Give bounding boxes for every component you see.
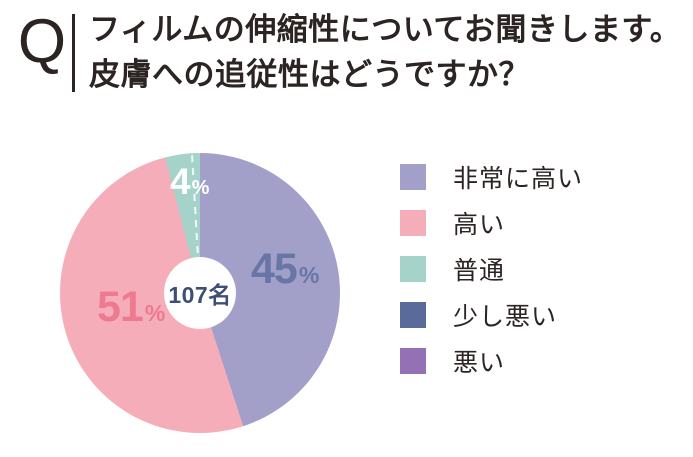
slice-value: 51 [97,283,144,331]
question-q-mark: Q [17,7,67,76]
sample-size-label: 107名 [168,282,232,308]
legend-label: 高い [453,211,506,239]
slice-unit: % [191,177,210,199]
legend-item-slightly-bad: 少し悪い [400,302,583,331]
pie-chart: 45 % 51 % 4 % 107名 [60,153,340,433]
legend-swatch [400,302,426,328]
legend-swatch [400,256,426,282]
legend-item-high: 高い [400,210,583,239]
legend-label: 悪い [453,349,506,377]
legend-swatch [400,348,426,374]
question-title-line-2: 皮膚への追従性はどうですか？ [89,57,530,92]
legend-item-normal: 普通 [400,256,583,285]
header-divider [72,14,75,92]
legend-swatch [400,164,426,190]
slice-label-very-high: 45 % [251,248,319,291]
question-title: フィルムの伸縮性についてお聞きします。 皮膚への追従性はどうですか？ [89,7,681,97]
legend-label: 非常に高い [453,165,584,193]
slice-label-high: 51 % [97,286,165,329]
legend-label: 少し悪い [453,303,558,331]
question-title-line-1: フィルムの伸縮性についてお聞きします。 [89,12,682,47]
slice-label-normal: 4 % [170,163,209,200]
donut-center: 107名 [164,257,236,329]
slice-value: 4 [170,161,191,202]
slice-value: 45 [251,245,298,293]
slice-unit: % [144,300,166,326]
legend-item-bad: 悪い [400,348,583,377]
slice-unit: % [298,262,320,288]
chart-legend: 非常に高い 高い 普通 少し悪い 悪い [400,164,583,377]
legend-swatch [400,210,426,236]
legend-item-very-high: 非常に高い [400,164,583,193]
legend-label: 普通 [453,257,506,285]
